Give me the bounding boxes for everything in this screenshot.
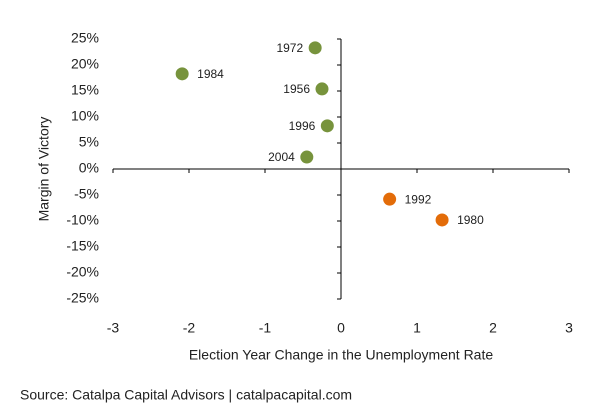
point: [320, 119, 334, 133]
point-label: 1984: [197, 67, 224, 81]
y-axis-title: Margin of Victory: [36, 117, 52, 222]
x-tick-label: 3: [565, 320, 573, 336]
x-axis-title: Election Year Change in the Unemployment…: [189, 347, 494, 363]
point: [175, 67, 189, 81]
y-tick-label: 20%: [71, 56, 99, 72]
y-tick-label: -10%: [66, 212, 99, 228]
y-tick-label: -20%: [66, 264, 99, 280]
source-note: Source: Catalpa Capital Advisors | catal…: [20, 387, 352, 403]
point: [300, 150, 314, 164]
point-label: 1992: [405, 192, 432, 206]
point: [315, 82, 329, 96]
y-tick-label: -25%: [66, 290, 99, 306]
x-tick-label: 0: [337, 320, 345, 336]
x-tick-label: 1: [413, 320, 421, 336]
y-tick-label: -15%: [66, 238, 99, 254]
y-tick-label: 10%: [71, 108, 99, 124]
point-label: 1980: [457, 213, 484, 227]
point-label: 1996: [289, 119, 316, 133]
y-tick-label: -5%: [74, 186, 99, 202]
point-label: 1972: [276, 41, 303, 55]
point-label: 2004: [268, 150, 295, 164]
point: [308, 41, 322, 55]
x-tick-label: -1: [259, 320, 272, 336]
y-tick-label: 15%: [71, 82, 99, 98]
x-tick-label: -3: [107, 320, 120, 336]
y-tick-label: 25%: [71, 30, 99, 46]
x-tick-label: 2: [489, 320, 497, 336]
y-tick-label: 0%: [79, 160, 99, 176]
point: [435, 213, 449, 227]
x-tick-label: -2: [183, 320, 196, 336]
y-tick-label: 5%: [79, 134, 99, 150]
point: [383, 192, 397, 206]
point-label: 1956: [283, 82, 310, 96]
